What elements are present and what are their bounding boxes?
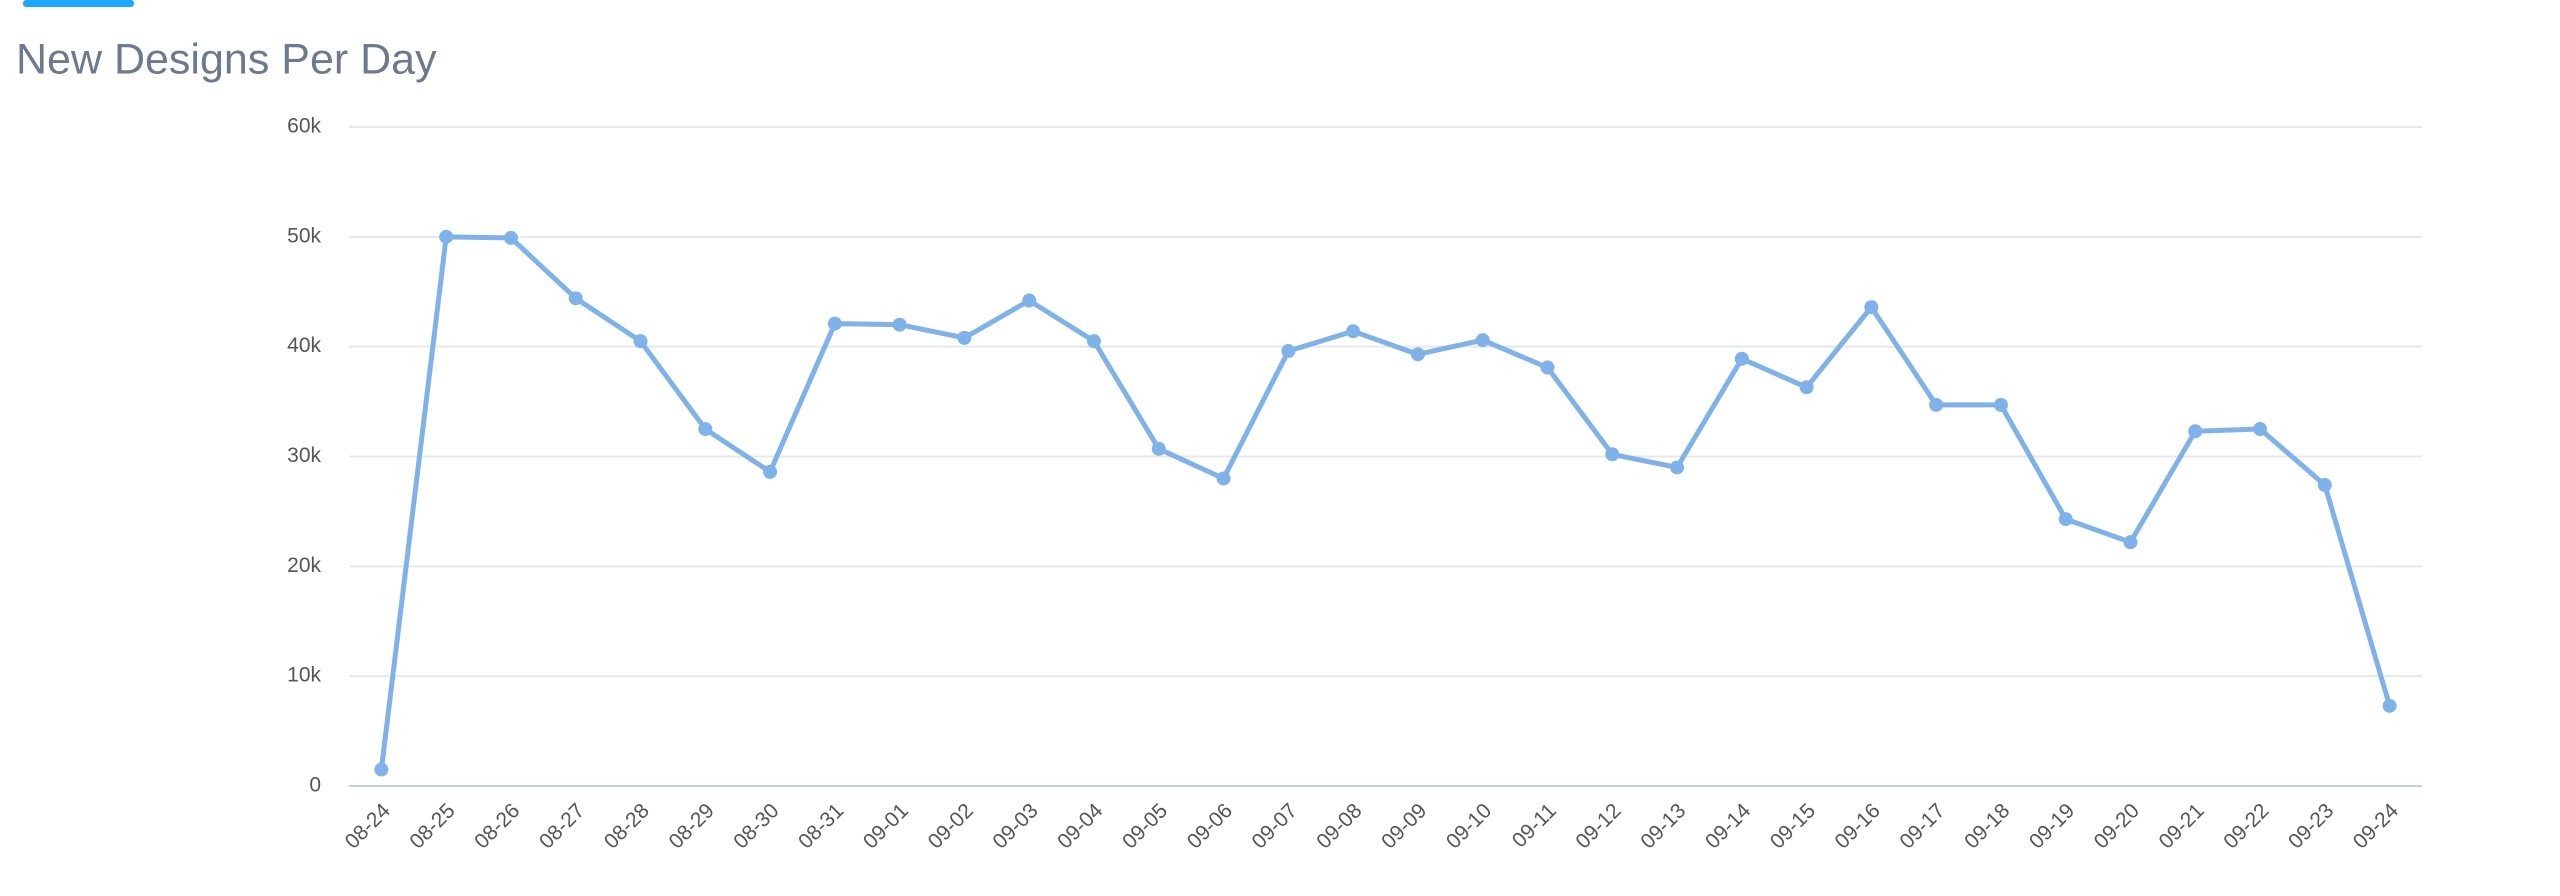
data-point xyxy=(827,316,842,331)
x-tick-label: 08-27 xyxy=(535,799,589,853)
y-tick-label: 30k xyxy=(287,444,321,467)
y-tick-label: 40k xyxy=(287,334,321,357)
x-tick-label: 08-30 xyxy=(729,799,783,853)
data-point xyxy=(1022,293,1037,308)
y-tick-label: 20k xyxy=(287,554,321,577)
data-point xyxy=(957,330,972,345)
data-point xyxy=(2382,698,2397,713)
data-point xyxy=(1540,360,1555,375)
data-point xyxy=(2317,478,2332,493)
x-tick-label: 09-16 xyxy=(1831,799,1885,853)
data-point xyxy=(698,422,713,437)
x-tick-label: 08-24 xyxy=(341,799,395,853)
data-point xyxy=(763,464,778,479)
y-tick-label: 60k xyxy=(287,115,321,138)
data-point xyxy=(1734,351,1749,366)
x-tick-label: 08-26 xyxy=(470,799,524,853)
data-point xyxy=(2253,422,2268,437)
tab-indicator xyxy=(23,0,134,7)
data-point xyxy=(1475,333,1490,348)
x-tick-label: 09-09 xyxy=(1377,799,1431,853)
x-tick-label: 09-03 xyxy=(988,799,1042,853)
data-point xyxy=(1410,347,1425,362)
data-point xyxy=(2123,535,2138,550)
chart-title: New Designs Per Day xyxy=(16,35,437,83)
y-tick-label: 0 xyxy=(309,774,321,797)
x-tick-label: 09-13 xyxy=(1636,799,1690,853)
x-tick-label: 09-07 xyxy=(1248,799,1302,853)
x-tick-label: 09-10 xyxy=(1442,799,1496,853)
data-point xyxy=(892,317,907,332)
data-point xyxy=(439,229,454,244)
x-tick-label: 09-14 xyxy=(1701,799,1755,853)
x-tick-label: 09-18 xyxy=(1960,799,2014,853)
data-point xyxy=(1864,300,1879,315)
x-tick-label: 09-05 xyxy=(1118,799,1172,853)
y-tick-label: 50k xyxy=(287,224,321,247)
x-tick-label: 09-20 xyxy=(2090,799,2144,853)
x-tick-label: 09-04 xyxy=(1053,799,1107,853)
data-point xyxy=(1929,397,1944,412)
x-tick-label: 09-22 xyxy=(2219,799,2273,853)
x-tick-label: 09-12 xyxy=(1571,799,1625,853)
x-tick-label: 09-19 xyxy=(2025,799,2079,853)
x-tick-label: 09-08 xyxy=(1312,799,1366,853)
data-point xyxy=(2058,512,2073,527)
data-point xyxy=(374,762,389,777)
data-point xyxy=(2188,424,2203,439)
x-tick-label: 09-21 xyxy=(2154,799,2208,853)
x-tick-label: 08-31 xyxy=(794,799,848,853)
x-tick-label: 08-28 xyxy=(600,799,654,853)
data-point xyxy=(1151,441,1166,456)
x-tick-label: 09-02 xyxy=(924,799,978,853)
data-point xyxy=(1281,344,1296,359)
data-point xyxy=(1086,334,1101,349)
data-line xyxy=(378,234,2393,770)
data-point xyxy=(1799,380,1814,395)
data-point xyxy=(1346,324,1361,339)
x-tick-label: 08-29 xyxy=(665,799,719,853)
x-tick-label: 09-01 xyxy=(859,799,913,853)
x-tick-label: 09-23 xyxy=(2284,799,2338,853)
x-tick-label: 08-25 xyxy=(405,799,459,853)
data-point xyxy=(1216,471,1231,486)
x-tick-label: 09-11 xyxy=(1508,799,1561,852)
x-tick-label: 09-06 xyxy=(1183,799,1237,853)
x-tick-label: 09-24 xyxy=(2349,799,2403,853)
y-tick-label: 10k xyxy=(287,664,321,687)
x-tick-label: 09-15 xyxy=(1766,799,1820,853)
data-point xyxy=(1605,447,1620,462)
data-point xyxy=(503,230,518,245)
data-point xyxy=(568,291,583,306)
data-point xyxy=(633,334,648,349)
data-point xyxy=(1670,460,1685,475)
x-tick-label: 09-17 xyxy=(1895,799,1949,853)
data-point xyxy=(1993,397,2008,412)
